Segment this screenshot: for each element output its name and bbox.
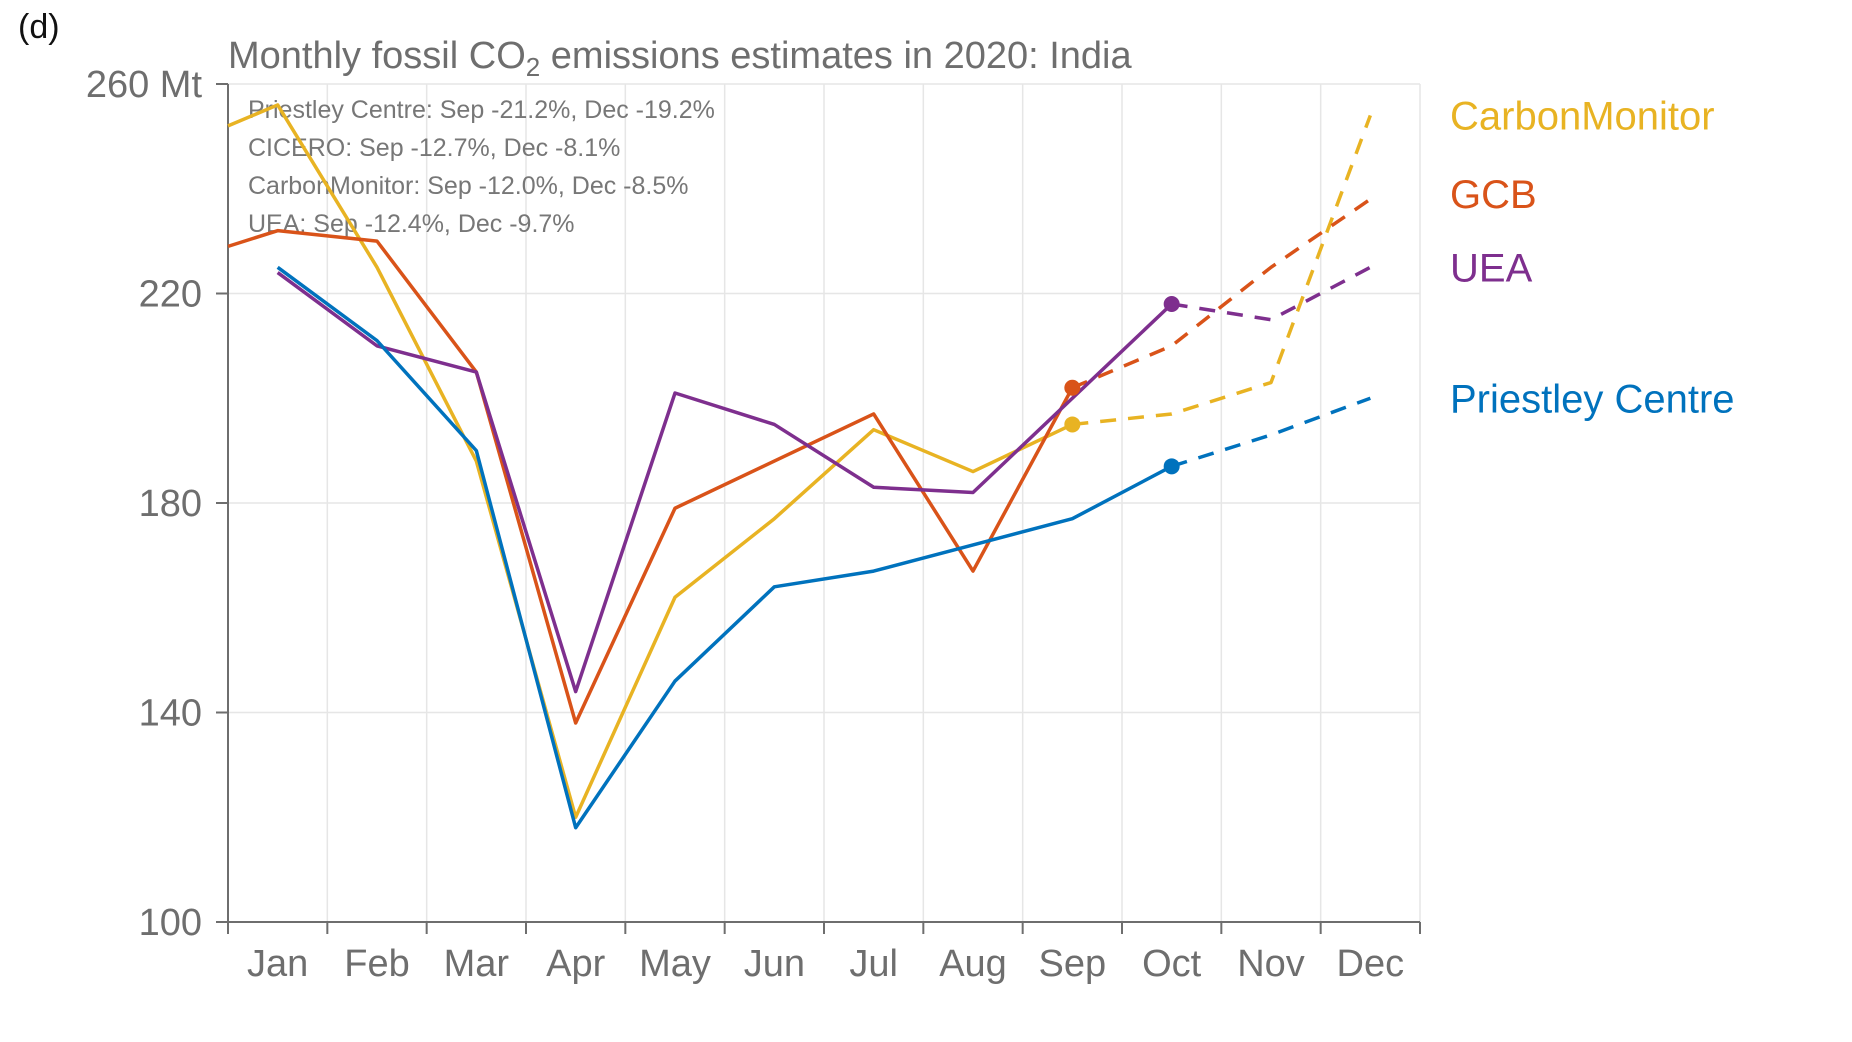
annotation-line: Priestley Centre: Sep -21.2%, Dec -19.2% bbox=[248, 96, 715, 124]
series-projection-line bbox=[1071, 197, 1372, 390]
legend-label: Priestley Centre bbox=[1450, 377, 1735, 421]
x-tick-label: Aug bbox=[939, 943, 1007, 985]
x-tick-label: Apr bbox=[546, 943, 605, 985]
series-line bbox=[276, 265, 1173, 830]
annotation-line: CarbonMonitor: Sep -12.0%, Dec -8.5% bbox=[248, 172, 689, 200]
series-line bbox=[276, 271, 1173, 694]
y-tick-label: 260 Mt bbox=[86, 64, 203, 106]
series-endpoint bbox=[1163, 295, 1180, 312]
series-line bbox=[227, 228, 1074, 725]
x-tick-label: Jun bbox=[744, 943, 805, 985]
x-tick-label: Jan bbox=[247, 943, 308, 985]
legend-label: CarbonMonitor bbox=[1450, 94, 1715, 138]
series-projection-line bbox=[1171, 265, 1372, 322]
chart-title: Monthly fossil CO2 emissions estimates i… bbox=[228, 35, 1132, 82]
series-endpoint bbox=[1163, 458, 1180, 475]
x-tick-label: Dec bbox=[1337, 943, 1405, 985]
series-endpoint bbox=[1064, 379, 1081, 396]
y-tick-label: 180 bbox=[139, 483, 202, 525]
x-tick-label: Sep bbox=[1039, 943, 1107, 985]
series-projection-line bbox=[1072, 114, 1372, 427]
series-endpoint bbox=[1064, 416, 1081, 433]
series-projection-line bbox=[1171, 396, 1371, 469]
y-tick-label: 100 bbox=[139, 902, 202, 944]
legend-label: UEA bbox=[1450, 246, 1533, 290]
x-tick-label: Oct bbox=[1142, 943, 1202, 985]
x-tick-label: Feb bbox=[344, 943, 409, 985]
x-tick-label: Mar bbox=[444, 943, 510, 985]
y-tick-label: 220 bbox=[139, 274, 202, 316]
panel-label: (d) bbox=[18, 8, 60, 46]
x-tick-label: Jul bbox=[849, 943, 898, 985]
x-tick-label: Nov bbox=[1237, 943, 1305, 985]
y-tick-label: 140 bbox=[139, 693, 202, 735]
series-line bbox=[227, 103, 1074, 819]
x-tick-label: May bbox=[639, 943, 711, 985]
legend-label: GCB bbox=[1450, 173, 1537, 217]
